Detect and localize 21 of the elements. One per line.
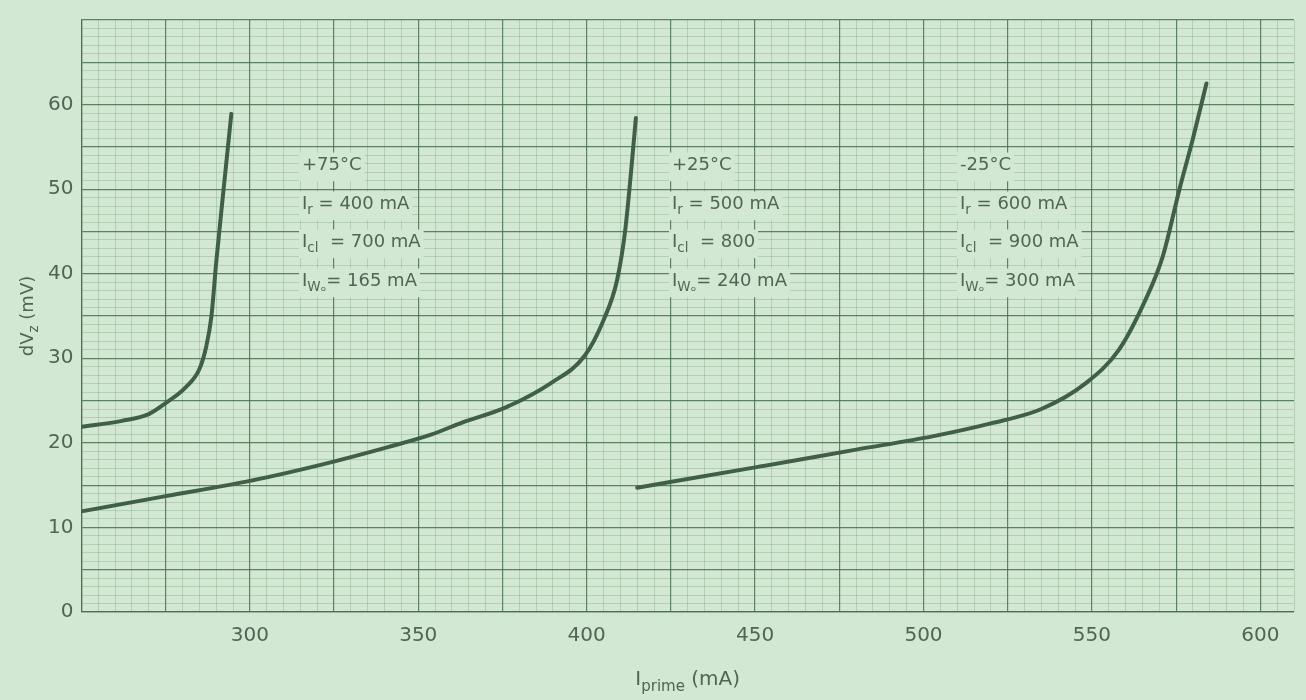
x-tick-label: 550 [1072,622,1111,647]
line-series [81,116,638,514]
annotation: +25°C [672,152,732,174]
y-tick-label: 10 [48,513,74,538]
x-tick-label: 300 [230,622,269,647]
x-tick-label: 500 [904,622,943,647]
y-tick-label: 50 [48,175,74,200]
y-tick-label: 30 [48,344,74,369]
line-series [635,81,1209,490]
y-tick-label: 0 [60,598,74,623]
y-tick-label: 60 [48,90,74,115]
y-tick-label: 40 [48,259,74,284]
y-axis-title: dVz (mV) [15,275,41,357]
x-tick-label: 350 [399,622,438,647]
annotation: +75°C [302,152,362,174]
annotation: -25°C [960,152,1011,174]
line-series [81,111,234,429]
x-tick-label: 600 [1241,622,1280,647]
y-tick-label: 20 [48,429,74,454]
x-tick-label: 450 [735,622,775,647]
x-tick-label: 400 [567,622,606,647]
